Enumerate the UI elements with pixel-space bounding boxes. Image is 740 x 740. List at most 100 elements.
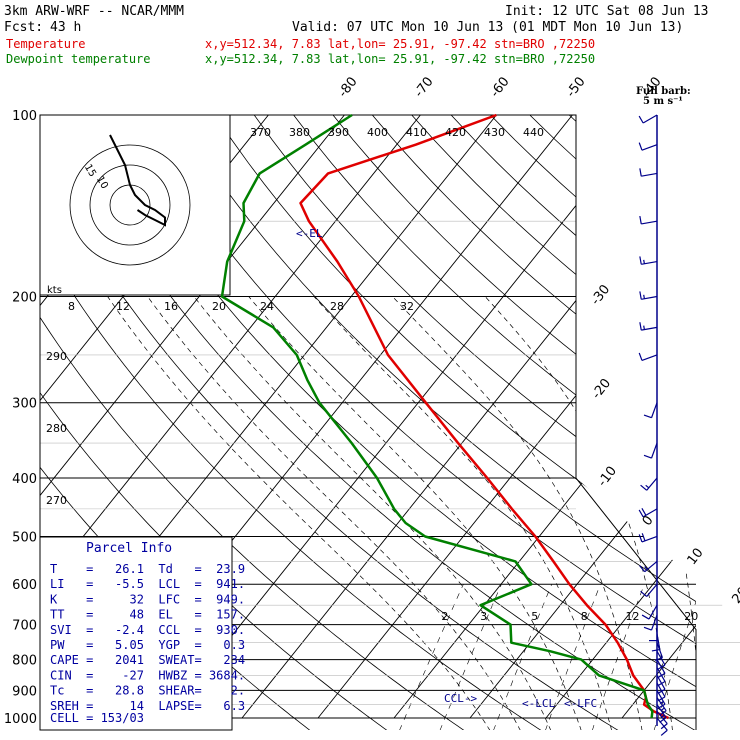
wind-barb-flag <box>659 700 664 705</box>
moist-adiabat-line <box>107 296 491 730</box>
wind-barb <box>640 477 658 491</box>
wind-barb <box>643 614 658 631</box>
hodograph-ring <box>69 144 191 266</box>
mixing-ratio-line <box>591 584 645 730</box>
wind-barb-flag <box>657 664 666 670</box>
model-title: 3km ARW-WRF -- NCAR/MMM <box>4 4 184 19</box>
wind-barb-flag <box>639 168 642 177</box>
wind-barb <box>649 624 658 642</box>
temperature-tick-label: -30 <box>588 282 613 308</box>
dry-adiabat-line <box>96 115 696 730</box>
mixing-ratio-tick-label: 2 <box>441 610 448 623</box>
mixing-ratio-tick-label: 3 <box>480 610 487 623</box>
dry-adiabat-line <box>214 115 696 730</box>
parcel-info-row: LI = -5.5 LCL = 941. <box>50 577 245 591</box>
parcel-info-panel: Parcel Info T = 26.1 Td = 23.9LI = -5.5 … <box>39 536 245 731</box>
theta-tick-label: 290 <box>46 350 67 363</box>
dry-adiabat-line <box>332 115 696 730</box>
wind-barb <box>656 717 668 736</box>
lcl-marker: <-LCL <box>522 697 555 710</box>
wind-barb-flag <box>660 714 665 718</box>
wind-barb-flag <box>641 508 647 516</box>
wind-barb <box>639 215 658 225</box>
wind-barb <box>643 402 658 419</box>
wind-barb <box>641 604 658 620</box>
temperature-tick-label: 0 <box>640 513 657 529</box>
wind-barb-flag <box>643 259 645 264</box>
dewpoint-profile-line <box>220 113 654 719</box>
pressure-tick-label: 200 <box>12 291 37 306</box>
parcel-info-title: Parcel Info <box>86 541 172 556</box>
wind-barb-flag <box>654 657 663 661</box>
theta-tick-label: 420 <box>445 126 466 139</box>
wind-barb-staff <box>656 642 664 658</box>
wind-barb-staff <box>656 697 667 712</box>
hodograph-box <box>39 114 231 296</box>
dry-adiabat-line <box>529 115 696 730</box>
parcel-info-row: CIN = -27 HWBZ = 3684. <box>50 668 245 682</box>
wind-barb <box>654 642 664 661</box>
theta-tick-label: 380 <box>289 126 310 139</box>
temperature-tick-label: -20 <box>589 376 614 402</box>
wind-barb-flag <box>638 534 643 543</box>
wind-barb <box>640 583 658 597</box>
pressure-tick-label: 400 <box>12 472 37 487</box>
wind-barb <box>638 142 658 151</box>
wind-barb-legend-title: Full barb: <box>636 86 691 97</box>
wind-barb-flag <box>660 723 668 730</box>
mixing-ratio-tick-label: 28 <box>330 300 344 313</box>
moist-adiabat-line <box>147 296 521 730</box>
ccl-marker: CCL-> <box>444 692 477 705</box>
wind-barb-flag <box>657 680 666 686</box>
dry-adiabat-line <box>371 115 696 730</box>
hodograph <box>39 114 231 296</box>
parcel-cell-motion: CELL = 153/03 <box>50 711 144 725</box>
wind-barb <box>656 710 668 730</box>
wind-barb-flag <box>657 688 666 694</box>
wind-barb-flag <box>638 142 643 151</box>
wind-barb-staff <box>650 614 658 631</box>
isotherm-line <box>621 115 696 719</box>
dry-adiabat-line <box>135 115 696 730</box>
valid-time: Valid: 07 UTC Mon 10 Jun 13 (01 MDT Mon … <box>292 20 683 35</box>
wind-barb-staff <box>641 295 658 300</box>
dry-adiabat-line <box>253 115 696 730</box>
wind-barb-flag <box>657 672 666 678</box>
theta-tick-label: 440 <box>523 126 544 139</box>
dry-adiabat-line <box>568 115 696 730</box>
init-time: Init: 12 UTC Sat 08 Jun 13 <box>505 4 709 19</box>
mixing-ratio-tick-label: 8 <box>581 610 588 623</box>
isotherm-line <box>40 115 345 719</box>
wind-barb-staff <box>642 114 658 124</box>
wind-barb-staff <box>641 144 658 151</box>
temperature-tick-label: -80 <box>336 74 361 100</box>
wind-barb <box>656 667 666 686</box>
wind-barb-flag <box>651 648 660 652</box>
theta-tick-label: 390 <box>328 126 349 139</box>
theta-tick-label: 280 <box>46 422 67 435</box>
wind-barb-staff <box>642 508 658 518</box>
wind-barb <box>639 560 658 573</box>
dry-adiabat-line <box>608 115 696 730</box>
wind-barb-staff <box>656 710 668 725</box>
temperature-tick-label: 20 <box>729 584 740 606</box>
isotherm-line <box>469 115 696 719</box>
wind-barb <box>643 442 658 459</box>
isotherm-line <box>545 115 696 719</box>
forecast-hour: 43 h <box>50 20 81 35</box>
theta-tick-label: 370 <box>250 126 271 139</box>
wind-barb-flag <box>639 291 642 300</box>
isotherm-line <box>698 115 740 718</box>
wind-barb-staff <box>641 172 658 177</box>
mixing-ratio-tick-label: 12 <box>625 610 639 623</box>
moist-adiabat-line <box>193 296 552 730</box>
parcel-info-row: CAPE = 2041 SWEAT= 234 <box>50 653 245 667</box>
lfc-marker: <-LFC <box>564 697 597 710</box>
wind-barb-flag <box>643 294 645 299</box>
isotherm-line <box>40 115 421 719</box>
dry-adiabat-line <box>687 115 696 730</box>
wind-barb <box>638 352 658 361</box>
wind-barb-staff <box>641 326 658 331</box>
mixing-ratio-tick-label: 20 <box>212 300 226 313</box>
